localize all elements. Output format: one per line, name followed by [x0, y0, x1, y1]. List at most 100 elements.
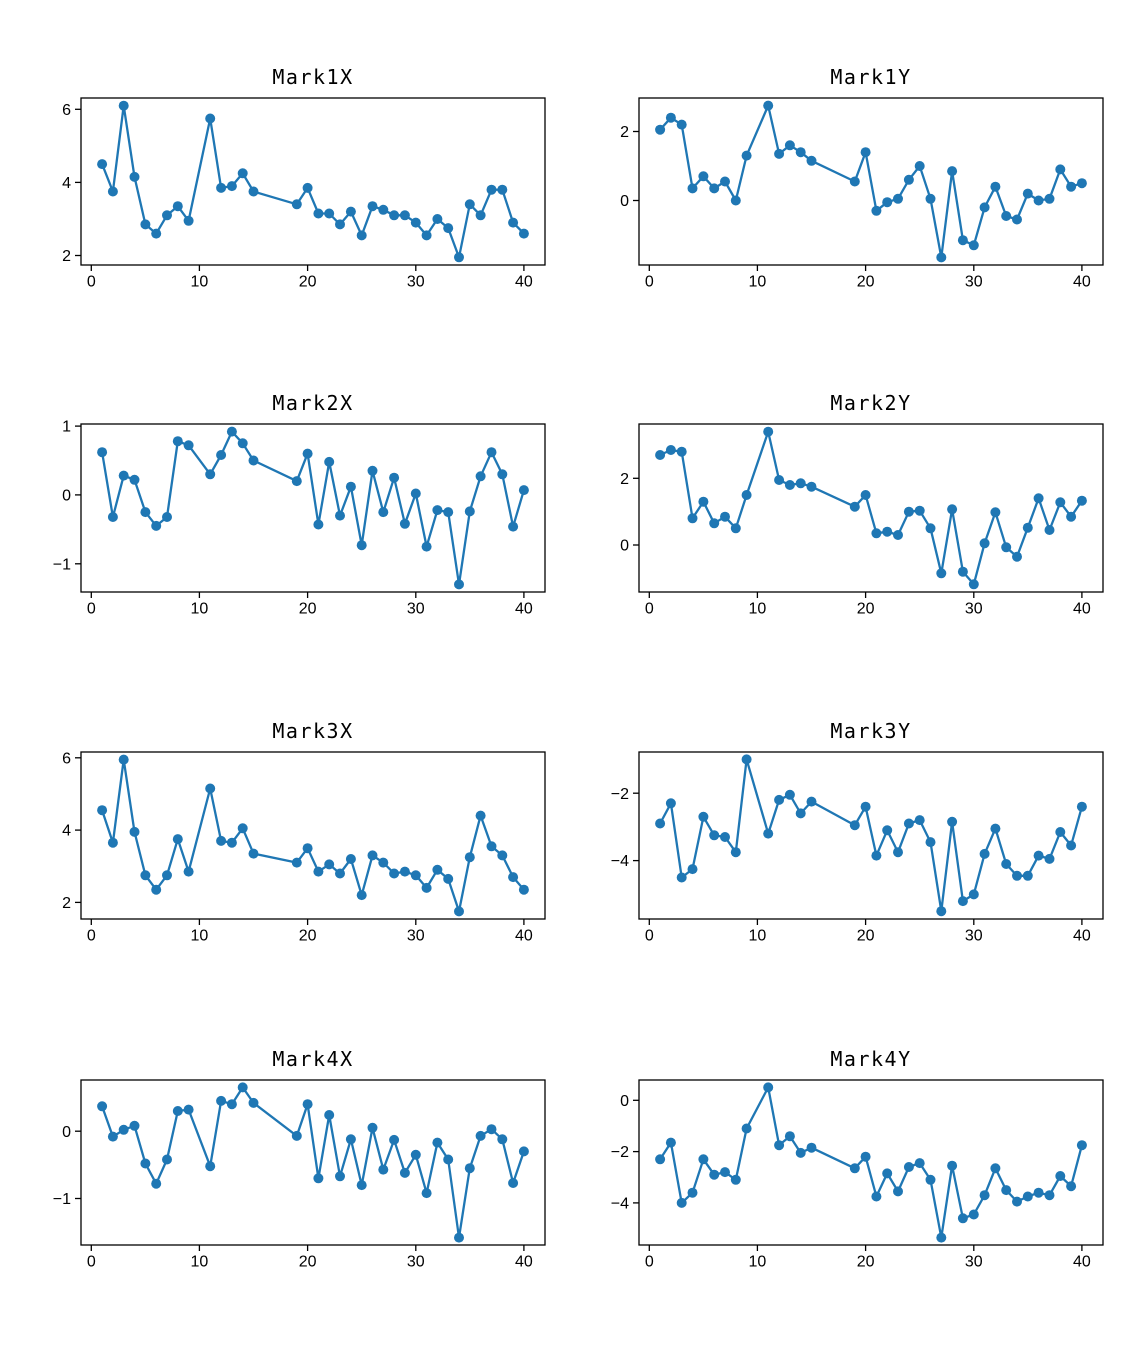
- data-point: [1022, 870, 1033, 881]
- data-point: [914, 161, 925, 171]
- data-point: [162, 512, 172, 522]
- data-point: [871, 1191, 882, 1202]
- data-point: [335, 510, 345, 521]
- data-point: [129, 171, 140, 182]
- data-point: [687, 1187, 698, 1198]
- y-tick-label: 6: [62, 102, 71, 119]
- subplot-mark2x: Mark2X 0 10 20 30 40 −1 0 1: [16, 384, 567, 636]
- x-tick-label: 10: [749, 927, 767, 944]
- data-point: [1012, 551, 1022, 562]
- data-point: [475, 471, 486, 482]
- data-point: [1001, 211, 1012, 221]
- data-point: [151, 228, 162, 239]
- data-point: [486, 184, 497, 195]
- x-tick-label: 40: [1073, 273, 1091, 290]
- data-point: [172, 201, 183, 212]
- data-point: [421, 230, 432, 241]
- data-point: [129, 826, 140, 837]
- data-point: [849, 820, 860, 831]
- data-point: [151, 1178, 162, 1189]
- data-point: [903, 818, 914, 829]
- data-point: [226, 1099, 237, 1110]
- data-point: [183, 215, 194, 226]
- data-point: [655, 450, 666, 460]
- data-point: [162, 210, 172, 221]
- chart-title: Mark4Y: [830, 1047, 912, 1071]
- data-point: [687, 183, 698, 194]
- data-point: [655, 818, 666, 829]
- data-point: [849, 176, 860, 187]
- data-point: [248, 848, 259, 859]
- data-point: [107, 1131, 118, 1142]
- data-point: [730, 847, 741, 858]
- data-point: [709, 830, 720, 841]
- data-point: [151, 884, 162, 895]
- x-tick-label: 40: [515, 600, 533, 617]
- data-point: [399, 1167, 410, 1178]
- data-point: [118, 470, 129, 481]
- data-point: [367, 201, 378, 212]
- data-point: [356, 1180, 367, 1191]
- subplot-mark3y: Mark3Y 0 10 20 30 40 −4 −2: [574, 712, 1125, 963]
- data-point: [399, 866, 410, 877]
- data-point: [205, 783, 216, 794]
- chart-title: Mark1X: [272, 65, 354, 89]
- data-point: [1022, 522, 1033, 533]
- data-point: [1022, 1191, 1033, 1202]
- data-point: [421, 1188, 432, 1199]
- x-tick-label: 20: [857, 1253, 875, 1270]
- data-point: [475, 210, 486, 221]
- data-point: [389, 1134, 400, 1145]
- data-point: [518, 1146, 529, 1157]
- data-point: [172, 1106, 183, 1116]
- x-tick-label: 40: [1073, 600, 1091, 617]
- data-point: [936, 1232, 947, 1243]
- data-point: [118, 100, 129, 111]
- data-point: [741, 150, 752, 161]
- data-point: [518, 228, 529, 239]
- data-point: [183, 1104, 194, 1115]
- data-point: [871, 528, 882, 539]
- data-point: [118, 754, 129, 765]
- data-point: [497, 850, 508, 861]
- y-tick-label: −2: [611, 1144, 629, 1161]
- data-point: [162, 1154, 172, 1165]
- data-point: [291, 857, 302, 868]
- data-point: [464, 506, 475, 517]
- x-tick-label: 40: [515, 927, 533, 944]
- data-point: [508, 217, 519, 228]
- x-tick-label: 20: [299, 273, 317, 290]
- x-tick-label: 0: [87, 273, 96, 290]
- data-point: [464, 1163, 475, 1174]
- data-point: [806, 155, 817, 166]
- data-point: [345, 481, 356, 492]
- x-tick-label: 30: [407, 1253, 425, 1270]
- data-point: [183, 866, 194, 877]
- data-point: [140, 507, 151, 518]
- x-tick-label: 20: [857, 600, 875, 617]
- data-point: [378, 204, 389, 215]
- data-point: [860, 1151, 871, 1162]
- y-tick-label: 0: [620, 193, 629, 210]
- data-point: [1033, 1187, 1044, 1198]
- data-point: [248, 186, 259, 197]
- data-point: [665, 112, 676, 123]
- data-point: [389, 868, 400, 879]
- data-point: [518, 485, 529, 496]
- data-point: [936, 252, 947, 263]
- data-point: [720, 511, 730, 522]
- data-point: [990, 507, 1001, 518]
- data-point: [1033, 850, 1044, 861]
- data-point: [720, 832, 730, 842]
- data-point: [410, 1149, 421, 1160]
- plot-spines: [638, 97, 1104, 266]
- data-point: [1076, 1140, 1087, 1151]
- data-point: [687, 513, 698, 524]
- data-point: [140, 219, 151, 230]
- y-tick-label: −1: [53, 556, 71, 573]
- x-tick-label: 40: [1073, 927, 1091, 944]
- data-point: [313, 519, 324, 530]
- data-point: [882, 825, 893, 836]
- data-point: [464, 199, 475, 210]
